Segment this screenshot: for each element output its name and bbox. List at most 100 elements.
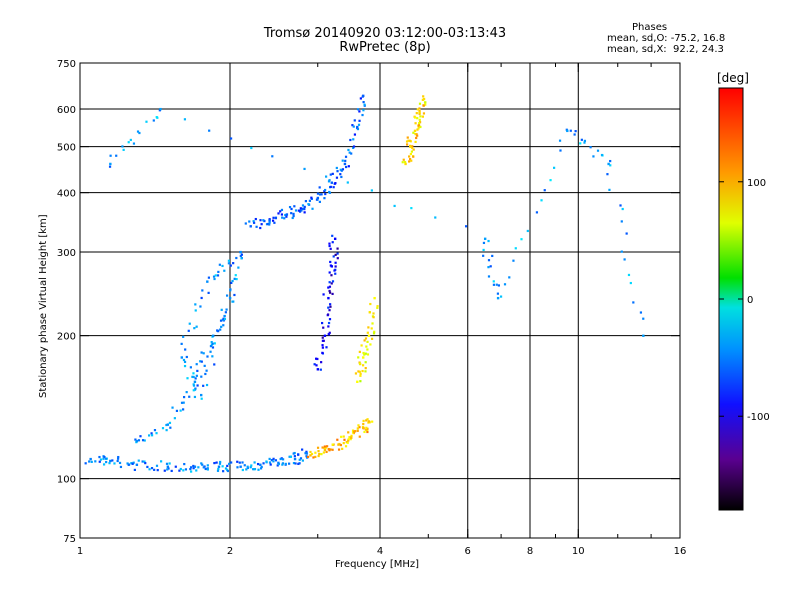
data-point: [356, 380, 359, 383]
data-point: [323, 334, 327, 337]
data-point: [482, 241, 486, 245]
data-point: [492, 283, 496, 286]
data-point: [354, 372, 358, 375]
data-point: [589, 146, 592, 149]
data-point: [336, 252, 339, 255]
data-point: [229, 137, 233, 140]
data-point: [241, 461, 244, 464]
data-point: [350, 434, 353, 437]
data-point: [201, 289, 204, 292]
data-point: [418, 107, 421, 110]
data-point: [108, 165, 112, 168]
data-point: [365, 345, 368, 348]
data-point: [322, 293, 325, 296]
data-point: [127, 141, 130, 144]
data-point: [291, 216, 294, 220]
data-point: [146, 465, 149, 469]
data-point: [331, 234, 334, 237]
data-point: [410, 207, 413, 210]
data-point: [205, 383, 209, 387]
data-point: [318, 186, 321, 189]
data-point: [239, 254, 242, 258]
data-point: [228, 462, 231, 465]
data-point: [344, 155, 348, 158]
data-point: [323, 448, 327, 452]
data-point: [422, 112, 426, 115]
data-point: [293, 451, 296, 455]
data-point: [416, 108, 419, 111]
data-point: [418, 110, 421, 113]
data-point: [372, 316, 375, 319]
data-point: [361, 113, 364, 117]
data-point: [268, 221, 271, 224]
data-point: [235, 278, 238, 281]
y-tick-label: 600: [57, 105, 76, 116]
data-point: [342, 442, 345, 445]
data-point: [220, 308, 223, 311]
data-point: [341, 168, 345, 171]
data-point: [288, 205, 292, 209]
x-tick-label: 6: [465, 546, 471, 557]
data-point: [416, 117, 419, 120]
data-point: [206, 464, 209, 467]
data-point: [294, 209, 298, 212]
data-point: [150, 434, 154, 437]
data-point: [330, 274, 333, 277]
data-point: [147, 434, 151, 437]
data-point: [316, 198, 319, 201]
data-point: [341, 159, 344, 162]
data-point: [187, 329, 190, 332]
data-point: [349, 138, 352, 142]
data-point: [328, 179, 331, 182]
data-point: [228, 296, 232, 300]
data-point: [328, 289, 331, 293]
data-point: [549, 179, 552, 182]
data-point: [351, 124, 354, 127]
data-point: [274, 459, 278, 462]
data-point: [351, 431, 355, 434]
data-point: [366, 348, 369, 351]
data-point: [249, 225, 252, 228]
data-point: [90, 460, 93, 463]
data-point: [334, 182, 337, 185]
data-point: [325, 450, 328, 454]
data-point: [492, 280, 495, 283]
data-point: [271, 219, 275, 222]
data-point: [201, 463, 204, 466]
data-point: [329, 260, 332, 264]
data-point: [304, 200, 307, 203]
data-point: [194, 303, 197, 306]
data-point: [290, 207, 293, 211]
phase-stats-heading: Phases: [632, 22, 668, 33]
data-point: [305, 452, 308, 455]
data-point: [207, 276, 211, 279]
data-point: [214, 274, 217, 277]
data-point: [248, 220, 251, 223]
data-point: [512, 259, 515, 262]
data-point: [290, 212, 293, 215]
data-point: [232, 262, 235, 265]
data-point: [491, 254, 494, 258]
data-point: [327, 448, 330, 451]
data-point: [343, 438, 346, 441]
data-point: [356, 125, 359, 129]
data-point: [143, 460, 146, 463]
data-point: [135, 463, 139, 466]
data-point: [188, 322, 191, 325]
data-point: [365, 426, 368, 429]
data-point: [257, 468, 260, 471]
data-point: [211, 346, 215, 349]
data-point: [292, 461, 296, 465]
data-point: [361, 369, 364, 373]
data-point: [573, 133, 576, 136]
data-point: [489, 265, 492, 268]
data-point: [339, 443, 342, 447]
data-point: [499, 295, 503, 298]
data-point: [514, 247, 517, 250]
data-point: [135, 439, 139, 443]
data-point: [182, 335, 185, 338]
data-point: [137, 459, 140, 462]
data-point: [412, 155, 415, 158]
data-point: [207, 291, 210, 294]
y-tick-label: 200: [57, 332, 76, 343]
